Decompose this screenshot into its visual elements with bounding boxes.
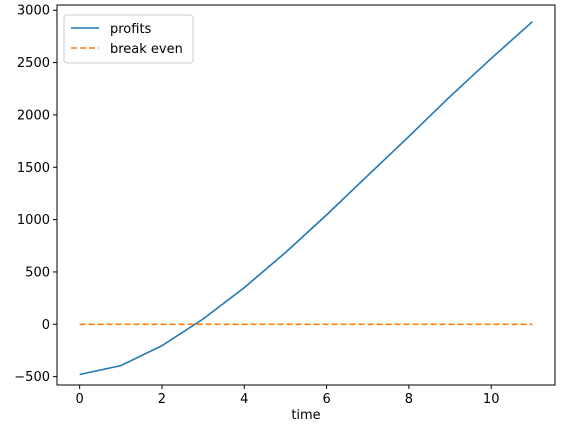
y-tick-label: −500 [14, 370, 50, 385]
x-tick-label: 0 [75, 392, 83, 407]
x-tick-label: 10 [483, 392, 500, 407]
x-tick-label: 8 [405, 392, 413, 407]
series-layer [79, 21, 533, 376]
y-tick-label: 2500 [17, 56, 50, 71]
y-tick-label: 1000 [17, 213, 50, 228]
legend-label-profits: profits [110, 22, 152, 37]
x-axis-label: time [291, 408, 320, 423]
series-line-profits [79, 21, 533, 376]
y-tick-label: 0 [42, 318, 50, 333]
legend: profits break even [63, 14, 194, 64]
x-tick-label: 4 [240, 392, 248, 407]
legend-box [63, 14, 194, 64]
y-tick-label: 500 [25, 265, 50, 280]
y-axis-ticks: −500 0 500 1000 1500 2000 2500 3000 [14, 4, 57, 385]
y-tick-label: 3000 [17, 4, 50, 19]
plot-frame [56, 4, 556, 386]
legend-label-break-even: break even [110, 42, 183, 57]
y-tick-label: 2000 [17, 108, 50, 123]
x-tick-label: 2 [158, 392, 166, 407]
x-tick-label: 6 [322, 392, 330, 407]
x-axis-ticks: 0 2 4 6 8 10 [75, 385, 499, 407]
y-tick-label: 1500 [17, 161, 50, 176]
